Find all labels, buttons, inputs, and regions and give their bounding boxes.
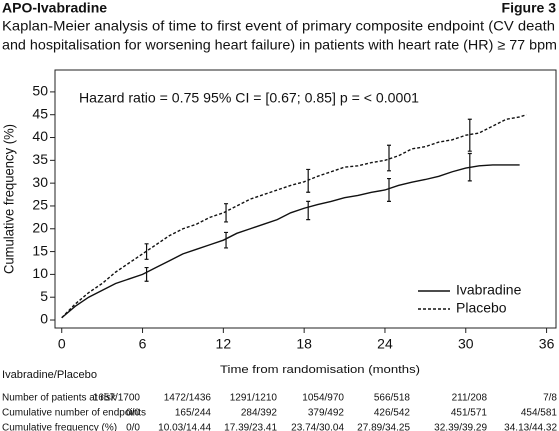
y-tick-label: 35 (32, 151, 48, 167)
table-cell: 23.74/30.04 (291, 423, 344, 431)
y-tick-label: 50 (32, 83, 48, 99)
x-tick-label: 18 (296, 336, 312, 352)
y-axis-label: Cumulative frequency (%) (1, 124, 17, 274)
table-cell: 566/518 (374, 393, 411, 404)
survival-curve (61, 164, 520, 319)
table-cell: 1472/1436 (164, 393, 212, 404)
table-cell: 1657/1700 (93, 393, 141, 404)
table-cell: 426/542 (374, 408, 411, 419)
x-tick-label: 12 (216, 336, 232, 352)
y-tick-label: 45 (32, 105, 48, 121)
y-tick-label: 20 (32, 219, 48, 235)
table-cell: 34.13/44.32 (504, 423, 557, 431)
subtitle: Kaplan-Meier analysis of time to first e… (2, 18, 555, 34)
table-cell: 284/392 (241, 408, 278, 419)
header: APO-Ivabradine (2, 0, 107, 16)
x-tick-label: 6 (139, 336, 147, 352)
error-bar (144, 243, 149, 260)
y-tick-label: 10 (32, 265, 48, 281)
y-tick-label: 5 (40, 288, 48, 304)
x-tick-label: 24 (377, 336, 393, 352)
table-row-label: Number of patients at risk (2, 393, 117, 404)
error-bar (467, 152, 472, 182)
table-cell: 7/8 (543, 393, 557, 404)
legend-label: Placebo (456, 300, 507, 316)
table-header: Ivabradine/Placebo (2, 369, 97, 381)
table-cell: 0/0 (126, 408, 140, 419)
y-tick-label: 40 (32, 128, 48, 144)
figure-label: Figure 3 (502, 0, 557, 16)
x-tick-label: 0 (58, 336, 66, 352)
table-cell: 1054/970 (302, 393, 344, 404)
table-row-label: Cumulative number of endpoints (2, 408, 146, 419)
x-axis-label: Time from randomisation (months) (220, 364, 420, 376)
error-bar (306, 200, 311, 221)
table-cell: 0/0 (126, 423, 140, 431)
annotation: Hazard ratio = 0.75 95% CI = [0.67; 0.85… (79, 90, 419, 106)
legend-label: Ivabradine (456, 282, 522, 298)
plot-frame (54, 69, 557, 329)
y-tick-label: 25 (32, 197, 48, 213)
table-cell: 17.39/23.41 (224, 423, 277, 431)
table-row-label: Cumulative frequency (%) (2, 423, 117, 431)
x-tick-label: 30 (458, 336, 474, 352)
survival-curve (61, 114, 527, 319)
table-cell: 27.89/34.25 (357, 423, 410, 431)
error-bar (144, 266, 149, 282)
error-bar (224, 203, 229, 223)
x-tick-label: 36 (539, 336, 555, 352)
table-cell: 211/208 (452, 393, 488, 404)
table-cell: 32.39/39.29 (434, 423, 487, 431)
table-cell: 165/244 (175, 408, 212, 419)
y-tick-label: 30 (32, 174, 48, 190)
y-tick-label: 15 (32, 242, 48, 258)
subtitle: and hospitalisation for worsening heart … (2, 37, 557, 53)
y-tick-label: 0 (40, 311, 48, 327)
error-bar (387, 177, 391, 202)
table-cell: 1291/1210 (230, 393, 278, 404)
table-cell: 379/492 (308, 408, 345, 419)
error-bar (387, 144, 391, 172)
error-bar (306, 168, 311, 193)
table-cell: 451/571 (451, 408, 488, 419)
error-bar (224, 231, 229, 249)
table-cell: 10.03/14.44 (158, 423, 211, 431)
table-cell: 454/581 (521, 408, 558, 419)
error-bar (467, 118, 472, 152)
